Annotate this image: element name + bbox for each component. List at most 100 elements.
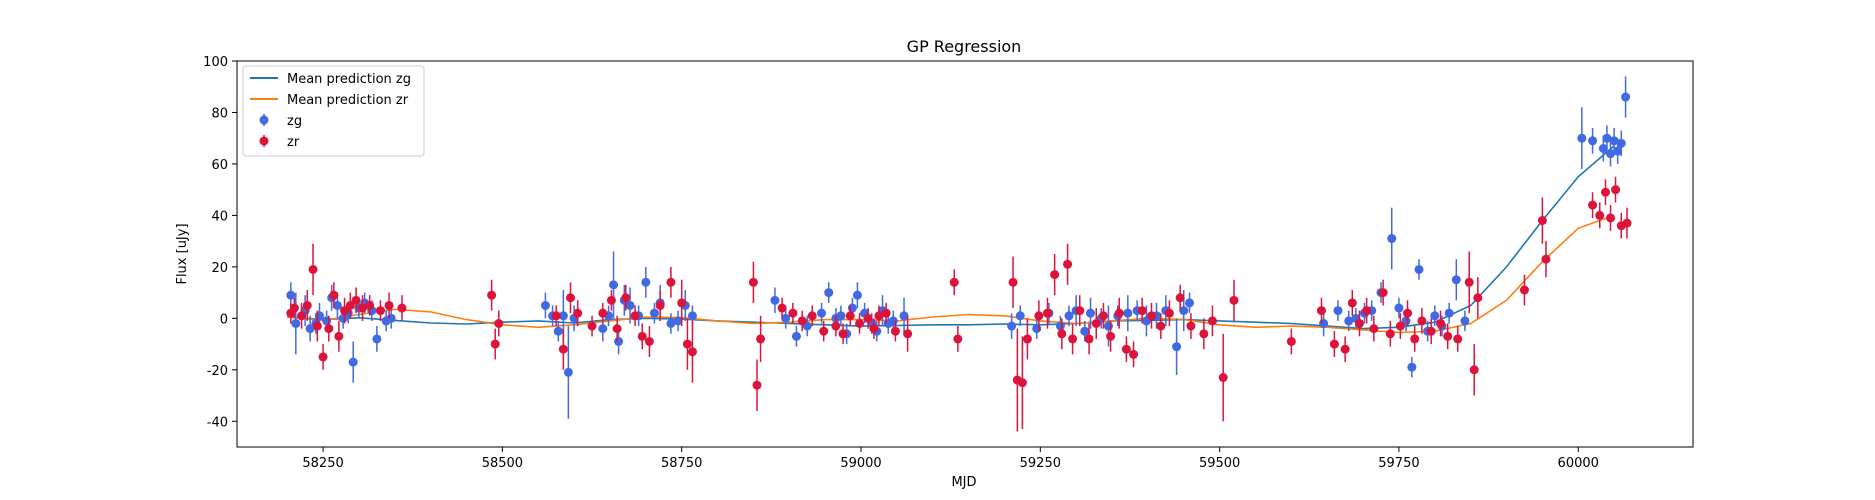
data-point [682,339,692,349]
data-point [1410,334,1420,344]
data-point [831,321,841,331]
data-point [1609,136,1619,146]
data-point [781,313,791,323]
data-point [1286,336,1296,346]
data-point [614,336,624,346]
data-point [874,311,884,321]
data-point [286,290,296,300]
data-point [1616,138,1626,148]
data-point [1519,285,1529,295]
x-tick-label: 59000 [840,456,881,471]
data-point [1098,311,1108,321]
x-tick-label: 58500 [482,456,523,471]
data-point [351,295,361,305]
x-tick-label: 58750 [661,456,702,471]
data-point [305,324,315,334]
data-point [1329,339,1339,349]
y-tick-label: 60 [211,158,228,173]
data-point [1032,324,1042,334]
data-point [1473,293,1483,303]
legend-swatch-zr-marker [259,136,269,146]
data-point [630,311,640,321]
data-point [1114,308,1124,318]
x-axis-label: MJD [951,475,976,490]
data-point [324,324,334,334]
data-point [1063,259,1073,269]
data-point [1015,311,1025,321]
data-point [1333,306,1343,316]
data-point [332,300,342,310]
data-point [598,308,608,318]
data-point [308,264,318,274]
data-point [297,311,307,321]
data-point [1042,308,1052,318]
data-point [677,298,687,308]
data-point [1453,334,1463,344]
data-point [1186,321,1196,331]
data-point [573,308,583,318]
data-point [1385,329,1395,339]
data-point [1068,334,1078,344]
data-point [1444,308,1454,318]
data-point [1319,318,1329,328]
data-point [334,331,344,341]
data-point [553,326,563,336]
y-tick-label: -20 [207,364,228,379]
data-point [1537,216,1547,226]
data-point [641,277,651,287]
data-point [625,300,635,310]
points-layer [286,76,1632,432]
data-point [365,300,375,310]
data-point [1395,321,1405,331]
y-tick-label: 20 [211,261,228,276]
data-point [372,334,382,344]
data-point [384,300,394,310]
data-point [1164,308,1174,318]
legend: Mean prediction zg Mean prediction zr zg… [242,65,425,157]
data-point [1354,318,1364,328]
data-point [748,277,758,287]
data-point [649,308,659,318]
data-point [563,367,573,377]
data-point [312,321,322,331]
data-point [869,324,879,334]
data-point [1084,334,1094,344]
data-point [494,318,504,328]
data-point [1057,329,1067,339]
data-point [291,318,301,328]
y-tick-label: 0 [220,312,228,327]
data-point [1050,270,1060,280]
data-point [819,326,829,336]
data-point [1007,321,1017,331]
data-point [687,311,697,321]
data-point [1378,288,1388,298]
data-point [637,331,647,341]
data-point [358,303,368,313]
data-point [1401,316,1411,326]
data-point [881,308,891,318]
data-point [1184,298,1194,308]
data-point [1091,318,1101,328]
y-tick-label: 80 [211,106,228,121]
plot-frame [236,60,1694,448]
y-axis: -40 -20 0 20 40 60 80 100 [203,55,237,430]
data-point [397,303,407,313]
data-point [1207,316,1217,326]
data-point [302,300,312,310]
y-tick-label: 40 [211,209,228,224]
data-point [1106,331,1116,341]
data-point [673,316,683,326]
data-point [1600,187,1610,197]
data-point [1086,308,1096,318]
data-point [1080,326,1090,336]
data-point [348,357,358,367]
data-point [1121,344,1131,354]
data-point [1034,311,1044,321]
data-point [1008,277,1018,287]
data-point [1595,210,1605,220]
data-point [1137,306,1147,316]
data-point [318,352,328,362]
data-point [340,306,350,316]
data-point [1340,344,1350,354]
data-point [621,293,631,303]
